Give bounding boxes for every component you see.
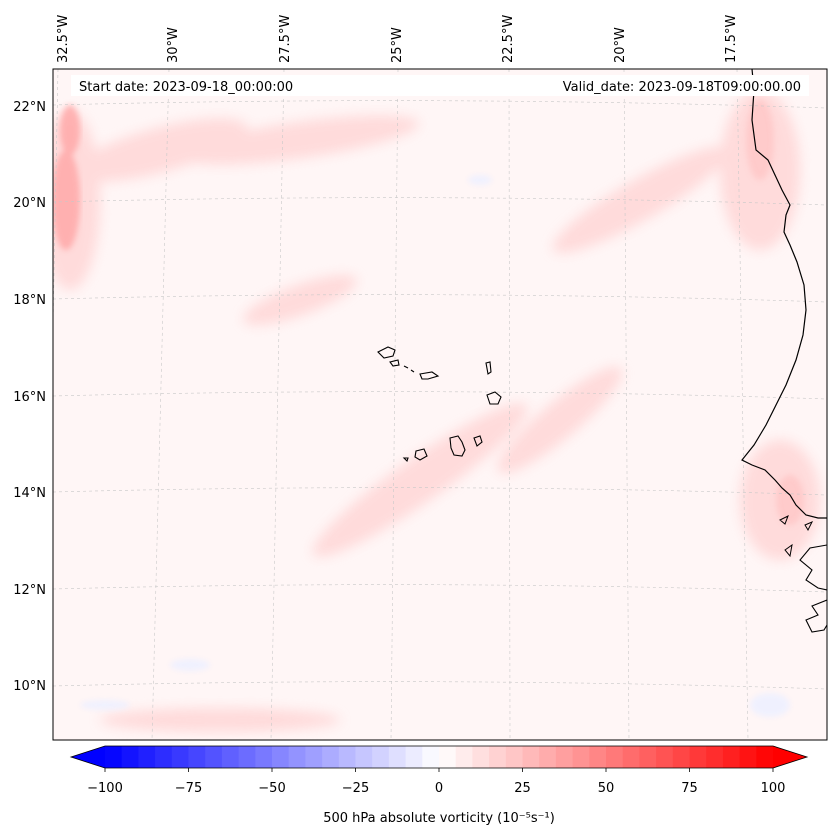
- colorbar-bin: [439, 746, 457, 768]
- colorbar-bin: [572, 746, 590, 768]
- colorbar-bin: [105, 746, 123, 768]
- colorbar-bin: [656, 746, 674, 768]
- west-africa-coastline: [741, 69, 827, 519]
- colorbar-bin: [171, 746, 189, 768]
- colorbar: −100 −75 −50 −25 0 25 50 75 100 500 hPa …: [69, 745, 809, 826]
- colorbar-bin: [221, 746, 239, 768]
- colorbar-bin: [238, 746, 256, 768]
- guinea-bissau-coastline: [799, 544, 827, 633]
- colorbar-bin: [555, 746, 573, 768]
- colorbar-bin: [539, 746, 557, 768]
- colorbar-bin: [372, 746, 390, 768]
- colorbar-bin: [138, 746, 156, 768]
- colorbar-bin: [205, 746, 223, 768]
- colorbar-bin: [272, 746, 290, 768]
- colorbar-bin: [305, 746, 323, 768]
- cb-tick-label-4: 0: [435, 781, 443, 796]
- cb-tick-label-7: 75: [681, 781, 698, 796]
- lon-label-22-5w: 22.5°W: [501, 15, 516, 63]
- colorbar-bin: [338, 746, 356, 768]
- colorbar-bin: [722, 746, 740, 768]
- lat-label-14n: 14°N: [13, 486, 46, 501]
- lon-label-32-5w: 32.5°W: [56, 15, 71, 63]
- colorbar-bin: [756, 746, 774, 768]
- cb-tick-label-8: 100: [761, 781, 786, 796]
- colorbar-bin: [322, 746, 340, 768]
- colorbar-bin: [355, 746, 373, 768]
- colorbar-bin: [689, 746, 707, 768]
- lon-label-25w: 25°W: [390, 27, 405, 63]
- lat-label-18n: 18°N: [13, 293, 46, 308]
- latitude-labels: 22°N 20°N 18°N 16°N 14°N 12°N 10°N: [13, 100, 46, 694]
- colorbar-bin: [388, 746, 406, 768]
- vorticity-shading: [53, 69, 827, 740]
- valid-date-label: Valid_date: 2023-09-18T09:00:00.00: [563, 80, 801, 95]
- lon-label-30w: 30°W: [166, 27, 181, 63]
- colorbar-bin: [489, 746, 507, 768]
- cape-verde-islands: [377, 346, 502, 463]
- colorbar-label: 500 hPa absolute vorticity (10⁻⁵s⁻¹): [323, 811, 555, 826]
- colorbar-low-extend: [71, 746, 105, 768]
- colorbar-bin: [155, 746, 173, 768]
- lon-label-20w: 20°W: [613, 27, 628, 63]
- colorbar-bin: [472, 746, 490, 768]
- start-date-label: Start date: 2023-09-18_00:00:00: [79, 80, 293, 95]
- colorbar-bin: [739, 746, 757, 768]
- lat-label-20n: 20°N: [13, 196, 46, 211]
- coastal-islands: [779, 514, 814, 558]
- graticule: [53, 69, 827, 740]
- cb-tick-label-3: −25: [342, 781, 369, 796]
- colorbar-bin: [288, 746, 306, 768]
- cb-tick-label-6: 50: [598, 781, 615, 796]
- lon-label-27-5w: 27.5°W: [278, 15, 293, 63]
- lat-label-22n: 22°N: [13, 100, 46, 115]
- colorbar-bin: [639, 746, 657, 768]
- lat-label-16n: 16°N: [13, 390, 46, 405]
- colorbar-bin: [188, 746, 206, 768]
- colorbar-bin: [522, 746, 540, 768]
- colorbar-bin: [455, 746, 473, 768]
- colorbar-bins: [105, 746, 774, 768]
- colorbar-bin: [672, 746, 690, 768]
- lon-label-17-5w: 17.5°W: [724, 15, 739, 63]
- colorbar-bin: [121, 746, 139, 768]
- colorbar-bin: [422, 746, 440, 768]
- colorbar-high-extend: [773, 746, 807, 768]
- header-strip: [71, 75, 809, 96]
- colorbar-bin: [706, 746, 724, 768]
- longitude-labels: 32.5°W 30°W 27.5°W 25°W 22.5°W 20°W 17.5…: [56, 15, 739, 63]
- lat-label-12n: 12°N: [13, 583, 46, 598]
- cb-tick-label-2: −50: [258, 781, 285, 796]
- cb-tick-label-5: 25: [514, 781, 531, 796]
- map-panel: Start date: 2023-09-18_00:00:00 Valid_da…: [52, 68, 828, 741]
- colorbar-bin: [589, 746, 607, 768]
- colorbar-bin: [606, 746, 624, 768]
- colorbar-bin: [505, 746, 523, 768]
- colorbar-ticks: [104, 768, 774, 772]
- colorbar-bin: [255, 746, 273, 768]
- cb-tick-label-0: −100: [87, 781, 123, 796]
- lat-label-10n: 10°N: [13, 679, 46, 694]
- colorbar-bin: [405, 746, 423, 768]
- cb-tick-label-1: −75: [175, 781, 202, 796]
- colorbar-bin: [622, 746, 640, 768]
